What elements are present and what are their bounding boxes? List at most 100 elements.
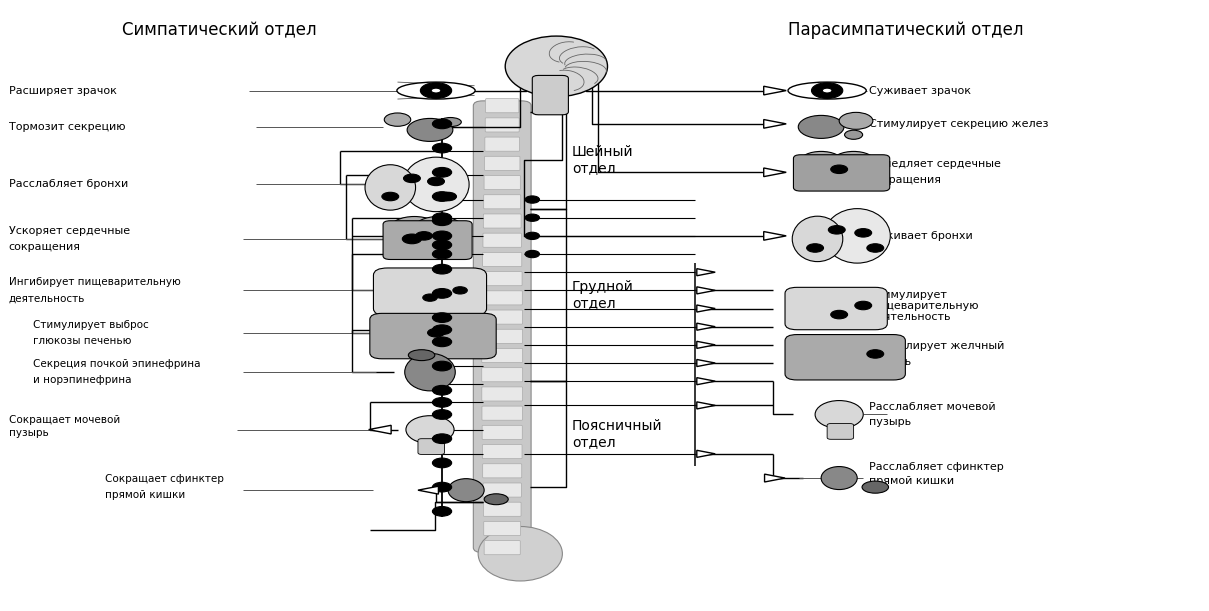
Circle shape (433, 507, 452, 516)
FancyBboxPatch shape (474, 101, 531, 552)
Circle shape (525, 214, 539, 221)
Circle shape (433, 313, 452, 323)
FancyBboxPatch shape (484, 541, 520, 555)
Polygon shape (764, 232, 786, 240)
Polygon shape (696, 378, 716, 385)
FancyBboxPatch shape (484, 483, 521, 497)
Text: Расслабляет мочевой: Расслабляет мочевой (869, 401, 996, 412)
Circle shape (433, 240, 452, 250)
FancyBboxPatch shape (793, 155, 890, 191)
Text: глюкозы печенью: глюкозы печенью (33, 335, 132, 346)
Ellipse shape (406, 415, 455, 444)
FancyBboxPatch shape (532, 75, 568, 115)
Text: Замедляет сердечные: Замедляет сердечные (869, 159, 1001, 169)
Text: Парасимпатический отдел: Парасимпатический отдел (787, 21, 1023, 39)
Text: Стимулирует желчный: Стимулирует желчный (869, 341, 1005, 351)
FancyBboxPatch shape (485, 156, 520, 170)
Circle shape (423, 294, 438, 301)
Circle shape (433, 434, 452, 444)
Ellipse shape (792, 216, 843, 262)
Ellipse shape (391, 216, 439, 240)
Ellipse shape (392, 227, 462, 257)
FancyBboxPatch shape (485, 118, 519, 132)
Circle shape (433, 386, 452, 395)
Text: Стимулирует секрецию желез: Стимулирует секрецию желез (869, 119, 1048, 129)
Ellipse shape (384, 113, 411, 126)
Circle shape (433, 213, 452, 222)
Circle shape (433, 409, 452, 419)
Circle shape (433, 482, 452, 492)
Circle shape (416, 232, 433, 240)
Circle shape (433, 192, 452, 202)
Circle shape (433, 249, 452, 259)
Circle shape (433, 167, 452, 177)
Circle shape (855, 229, 872, 237)
Text: Расширяет зрачок: Расширяет зрачок (8, 86, 117, 95)
Circle shape (432, 88, 441, 93)
Text: и норэпинефрина: и норэпинефрина (33, 375, 132, 385)
Ellipse shape (798, 115, 844, 139)
Ellipse shape (449, 478, 484, 502)
Ellipse shape (405, 353, 456, 391)
FancyBboxPatch shape (484, 502, 521, 516)
FancyBboxPatch shape (482, 425, 522, 439)
FancyBboxPatch shape (484, 521, 521, 535)
Text: пузырь: пузырь (869, 417, 912, 427)
Text: Ускоряет сердечные: Ускоряет сердечные (8, 226, 129, 236)
Circle shape (831, 310, 848, 319)
FancyBboxPatch shape (482, 291, 522, 305)
Polygon shape (764, 474, 785, 482)
FancyBboxPatch shape (482, 464, 522, 478)
FancyBboxPatch shape (484, 175, 520, 189)
Polygon shape (696, 305, 716, 312)
Circle shape (421, 82, 452, 98)
Ellipse shape (839, 112, 873, 130)
FancyBboxPatch shape (827, 423, 854, 439)
Circle shape (822, 88, 832, 93)
Text: Ингибирует пищеварительную: Ингибирует пищеварительную (8, 277, 180, 288)
Polygon shape (696, 269, 716, 276)
FancyBboxPatch shape (374, 268, 486, 316)
Text: Расслабляет бронхи: Расслабляет бронхи (8, 180, 128, 189)
Ellipse shape (788, 82, 867, 99)
Ellipse shape (403, 157, 469, 211)
Ellipse shape (409, 349, 435, 360)
Ellipse shape (862, 481, 889, 493)
FancyBboxPatch shape (484, 195, 521, 209)
Circle shape (453, 287, 468, 294)
Ellipse shape (440, 117, 462, 126)
FancyBboxPatch shape (482, 406, 522, 420)
Text: пузырь: пузырь (8, 428, 48, 438)
Circle shape (433, 288, 452, 298)
Circle shape (403, 234, 422, 244)
Circle shape (440, 192, 457, 201)
Circle shape (433, 216, 452, 225)
FancyBboxPatch shape (484, 214, 521, 228)
Circle shape (525, 232, 539, 240)
Ellipse shape (825, 208, 890, 263)
FancyBboxPatch shape (482, 310, 522, 324)
Text: прямой кишки: прямой кишки (105, 490, 185, 500)
Circle shape (867, 349, 884, 358)
Circle shape (433, 458, 452, 468)
Circle shape (433, 143, 452, 153)
FancyBboxPatch shape (785, 287, 887, 330)
Circle shape (828, 225, 845, 234)
FancyBboxPatch shape (482, 272, 522, 286)
Text: Сокращает мочевой: Сокращает мочевой (8, 415, 120, 425)
Circle shape (433, 119, 452, 129)
Ellipse shape (845, 130, 863, 139)
Text: Сокращает сфинктер: Сокращает сфинктер (105, 474, 224, 485)
Ellipse shape (833, 152, 874, 172)
Ellipse shape (397, 82, 475, 99)
Text: пищеварительную: пищеварительную (869, 301, 979, 310)
Text: Шейный
отдел: Шейный отдел (572, 145, 634, 175)
Polygon shape (369, 425, 392, 434)
Circle shape (433, 361, 452, 371)
Polygon shape (696, 450, 716, 458)
Polygon shape (418, 486, 439, 494)
Ellipse shape (484, 494, 508, 505)
FancyBboxPatch shape (486, 98, 519, 113)
FancyBboxPatch shape (370, 313, 496, 359)
Circle shape (428, 329, 445, 337)
